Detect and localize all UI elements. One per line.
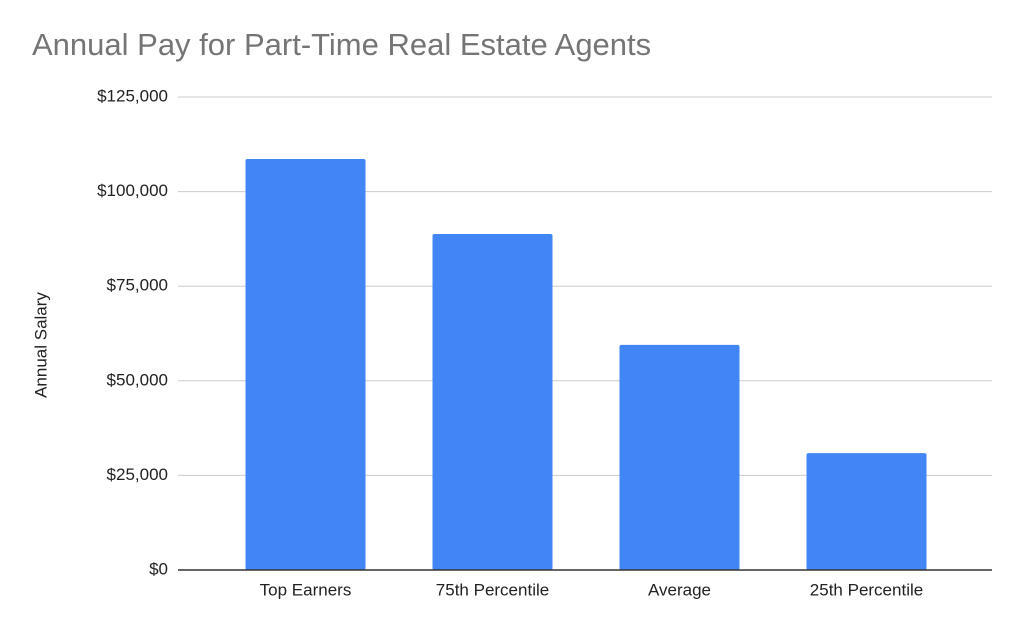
y-tick-label: $50,000 xyxy=(107,370,168,389)
bar xyxy=(619,344,740,570)
bar xyxy=(245,159,366,570)
y-axis-label: Annual Salary xyxy=(31,292,50,398)
y-tick-label: $0 xyxy=(149,559,168,578)
chart-title: Annual Pay for Part-Time Real Estate Age… xyxy=(32,27,651,62)
x-tick-label: Top Earners xyxy=(260,580,352,599)
y-tick-label: $125,000 xyxy=(97,86,168,105)
y-tick-label: $100,000 xyxy=(97,181,168,200)
x-tick-label: 25th Percentile xyxy=(810,580,923,599)
bar xyxy=(432,233,553,570)
x-tick-label: Average xyxy=(648,580,711,599)
bar xyxy=(806,453,927,570)
x-tick-label: 75th Percentile xyxy=(436,580,549,599)
y-tick-label: $75,000 xyxy=(107,276,168,295)
y-tick-label: $25,000 xyxy=(107,465,168,484)
